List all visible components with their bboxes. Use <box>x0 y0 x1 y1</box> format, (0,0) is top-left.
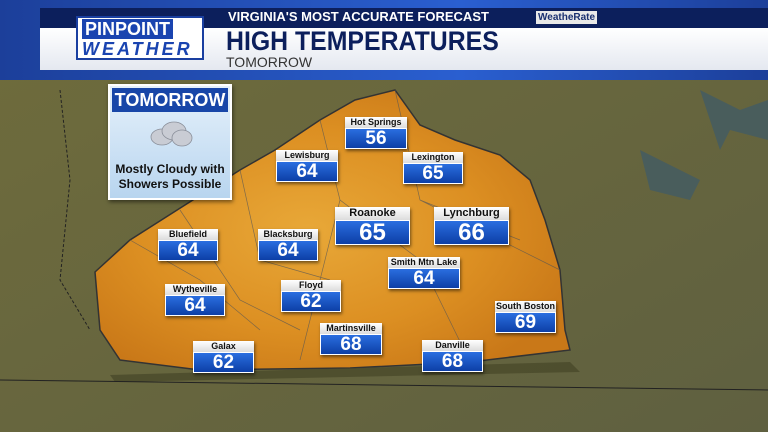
city-temperature: 68 <box>422 351 483 372</box>
city-label: Galax 62 <box>193 341 254 373</box>
city-label: Smith Mtn Lake 64 <box>388 257 460 289</box>
city-temperature: 68 <box>320 334 382 355</box>
city-name: Lexington <box>403 152 463 163</box>
city-name: Blacksburg <box>258 229 318 240</box>
water <box>640 90 768 200</box>
city-name: Bluefield <box>158 229 218 240</box>
city-name: Roanoke <box>335 207 410 220</box>
city-label: Martinsville 68 <box>320 323 382 355</box>
weatherate-badge: WeatheRate <box>536 11 598 24</box>
tagline: VIRGINIA'S MOST ACCURATE FORECAST <box>228 9 489 24</box>
city-label: Floyd 62 <box>281 280 341 312</box>
cloud-icon <box>150 121 193 147</box>
city-temperature: 62 <box>281 291 341 312</box>
city-name: Hot Springs <box>345 117 407 128</box>
station-logo: PINPOINT WEATHER <box>76 16 204 60</box>
city-temperature: 64 <box>276 161 338 182</box>
city-temperature: 62 <box>193 352 254 373</box>
forecast-card: TOMORROW Mostly Cloudy with Showers Poss… <box>108 84 232 200</box>
city-name: Lewisburg <box>276 150 338 161</box>
page-title: HIGH TEMPERATURES <box>226 26 499 56</box>
city-temperature: 64 <box>158 240 218 261</box>
city-label: South Boston 69 <box>495 301 556 333</box>
city-name: Floyd <box>281 280 341 291</box>
city-temperature: 69 <box>495 312 556 333</box>
forecast-condition: Mostly Cloudy with Showers Possible <box>115 162 225 191</box>
forecast-card-heading: TOMORROW <box>112 88 228 112</box>
city-label: Wytheville 64 <box>165 284 225 316</box>
city-label: Lewisburg 64 <box>276 150 338 182</box>
city-temperature: 65 <box>403 163 463 184</box>
city-temperature: 64 <box>258 240 318 261</box>
city-temperature: 64 <box>388 268 460 289</box>
logo-line2: WEATHER <box>82 39 193 59</box>
city-temperature: 65 <box>335 220 410 245</box>
city-label: Lexington 65 <box>403 152 463 184</box>
city-name: Smith Mtn Lake <box>388 257 460 268</box>
city-label: Lynchburg 66 <box>434 207 509 245</box>
city-name: Galax <box>193 341 254 352</box>
city-name: Wytheville <box>165 284 225 295</box>
city-name: South Boston <box>495 301 556 312</box>
city-name: Danville <box>422 340 483 351</box>
state-border <box>0 379 768 391</box>
city-temperature: 56 <box>345 128 407 149</box>
city-label: Roanoke 65 <box>335 207 410 245</box>
city-name: Martinsville <box>320 323 382 334</box>
city-name: Lynchburg <box>434 207 509 220</box>
city-temperature: 66 <box>434 220 509 245</box>
page-subtitle: TOMORROW <box>226 54 313 70</box>
city-label: Danville 68 <box>422 340 483 372</box>
state-border <box>59 89 91 331</box>
logo-line1: PINPOINT <box>82 19 174 39</box>
city-label: Hot Springs 56 <box>345 117 407 149</box>
city-temperature: 64 <box>165 295 225 316</box>
city-label: Blacksburg 64 <box>258 229 318 261</box>
header-banner: PINPOINT WEATHER VIRGINIA'S MOST ACCURAT… <box>0 0 768 80</box>
city-label: Bluefield 64 <box>158 229 218 261</box>
